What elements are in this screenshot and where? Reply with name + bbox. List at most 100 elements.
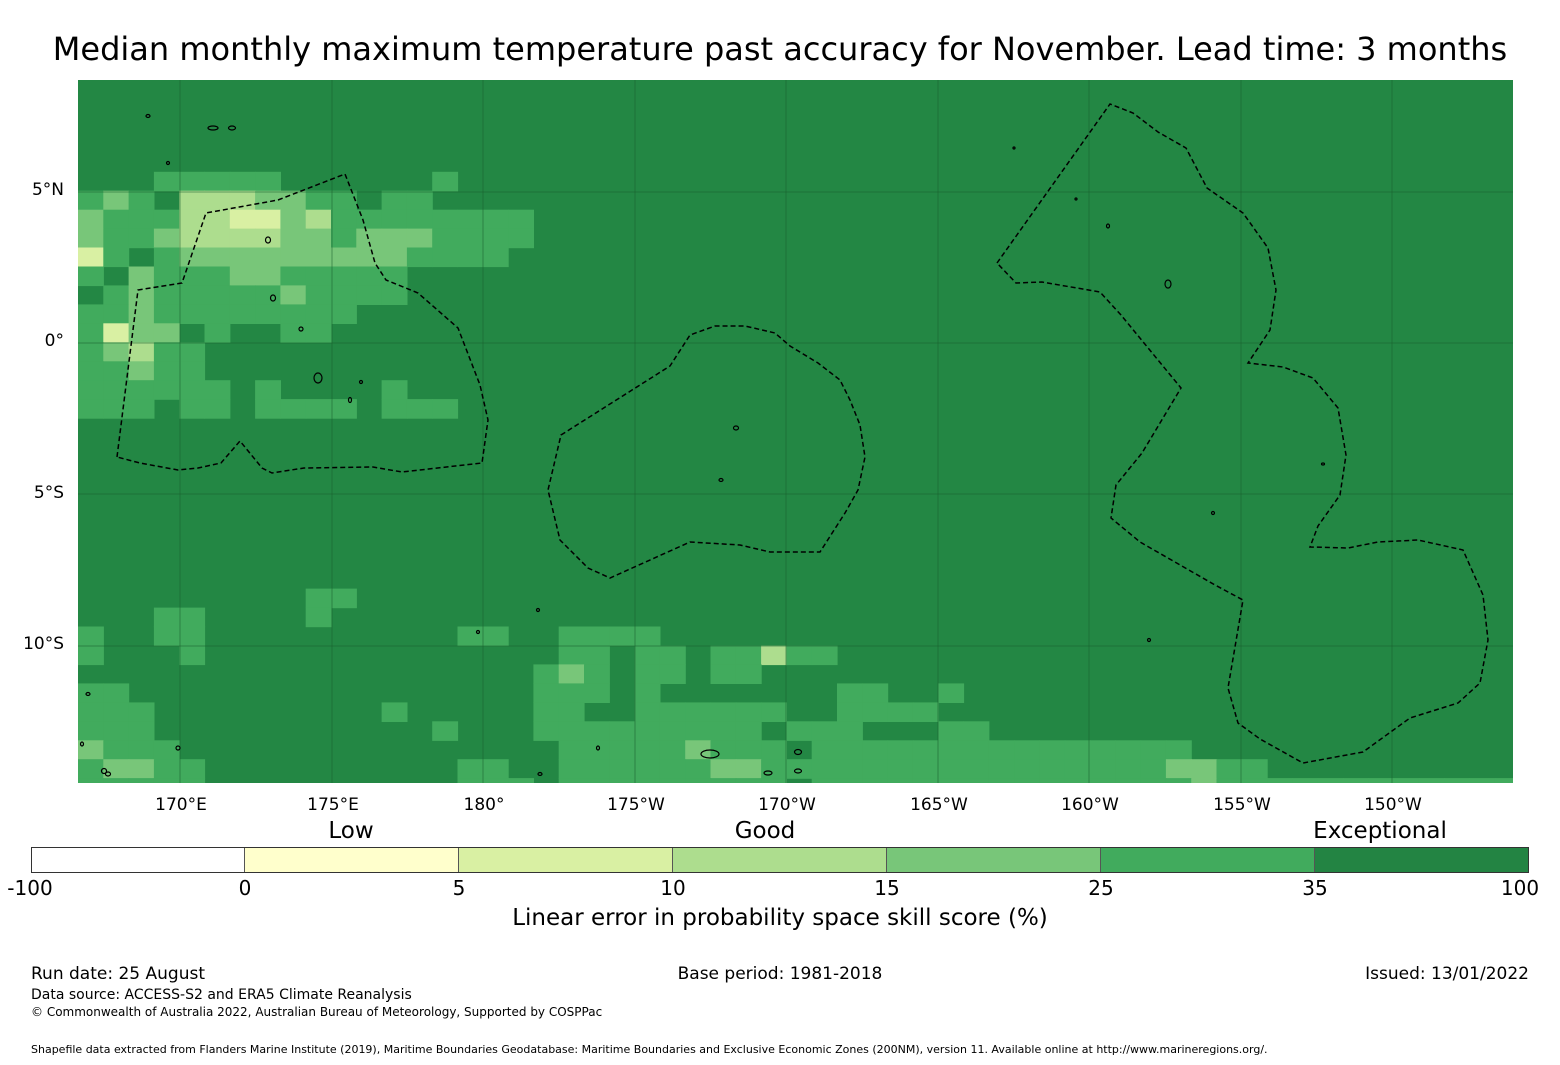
skill-cell (128, 778, 155, 783)
skill-cell (179, 778, 206, 783)
skill-cell (255, 171, 281, 192)
island-outline (718, 477, 724, 483)
skill-cell (128, 342, 155, 362)
skill-cell (1165, 740, 1192, 760)
skill-cell (305, 607, 332, 628)
skill-cell (1115, 759, 1142, 779)
island-outline (537, 771, 543, 777)
skill-cell (938, 778, 965, 783)
skill-cell (634, 702, 661, 722)
skill-cell (811, 721, 838, 741)
skill-cell (406, 247, 433, 268)
skill-cell (1343, 778, 1369, 783)
skill-cell (153, 380, 180, 400)
skill-cell (533, 664, 560, 684)
skill-cell (837, 721, 863, 741)
lon-label-165w: 165°W (910, 795, 968, 815)
skill-cell (685, 778, 712, 783)
skill-cell (128, 759, 155, 779)
skill-cell (103, 683, 130, 703)
island-outline (793, 748, 803, 756)
skill-cell (78, 721, 104, 741)
skill-cell (1494, 778, 1513, 783)
skill-cell (1014, 740, 1040, 760)
colorbar-segment-5-10 (459, 848, 673, 872)
island-outline (313, 372, 323, 384)
skill-cell (381, 190, 408, 211)
skill-cell (280, 285, 307, 305)
skill-cell (179, 342, 206, 362)
skill-cell (204, 380, 231, 400)
island-outline (475, 629, 481, 635)
skill-cell (584, 721, 610, 741)
skill-cell (204, 228, 231, 249)
island-outline (227, 125, 237, 131)
skill-cell (609, 778, 636, 783)
skill-cell (381, 702, 408, 722)
skill-cell (255, 380, 281, 400)
colorbar-tick-25: 25 (1088, 876, 1114, 900)
colorbar-segment-25-35 (1101, 848, 1315, 872)
skill-cell (1292, 778, 1319, 783)
skill-cell (735, 740, 762, 760)
skill-cell (179, 626, 206, 647)
skill-cell (457, 626, 484, 647)
skill-cell (609, 721, 636, 741)
eez-boundary-east (996, 103, 1489, 764)
skill-cell (659, 702, 686, 722)
skill-cells (78, 171, 1513, 783)
skill-cell (457, 778, 484, 783)
island-outline (1074, 197, 1078, 201)
island-outline (1012, 146, 1016, 150)
skill-cell (659, 721, 686, 741)
skill-cell (204, 323, 231, 343)
skill-cell (1039, 778, 1066, 783)
skill-cell (128, 266, 155, 287)
skill-cell (128, 740, 155, 760)
skill-cell (381, 228, 408, 249)
skill-cell (305, 228, 332, 249)
skill-cell (179, 247, 206, 268)
colorbar-segment-neg100-0 (32, 848, 245, 872)
skill-cell (128, 228, 155, 249)
skill-cell (533, 721, 560, 741)
shapefile-note: Shapefile data extracted from Flanders M… (31, 1043, 1268, 1056)
skill-cell (685, 721, 712, 741)
graticule (78, 80, 1513, 783)
skill-cell (406, 399, 433, 419)
run-date: Run date: 25 August (31, 964, 205, 984)
skill-cell (482, 759, 509, 779)
skill-cell (128, 702, 155, 722)
skill-cell (1317, 778, 1344, 783)
skill-cell (634, 645, 661, 666)
skill-cell (710, 721, 737, 741)
lon-label-160w: 160°W (1061, 795, 1119, 815)
eez-boundary-west (116, 173, 489, 474)
skill-cell (179, 361, 206, 381)
skill-cell (811, 759, 838, 779)
skill-cell (153, 323, 180, 343)
skill-cell (685, 702, 712, 722)
skill-cell (1064, 740, 1091, 760)
skill-cell (381, 399, 408, 419)
skill-cell (78, 683, 104, 703)
colorbar-tick-5: 5 (452, 876, 466, 900)
skill-cell (1267, 778, 1293, 783)
skill-cell (179, 266, 206, 287)
island-outline (175, 745, 181, 751)
skill-cell (128, 285, 155, 305)
skill-cell (179, 285, 206, 305)
island-outline (298, 326, 304, 332)
skill-cell (280, 304, 307, 324)
colorbar-tick-100: 100 (1500, 876, 1540, 900)
skill-cell (78, 323, 104, 343)
skill-cell (634, 721, 661, 741)
skill-cell (558, 702, 585, 722)
skill-cell (938, 759, 965, 779)
skill-cell (887, 702, 914, 722)
category-exceptional: Exceptional (1313, 818, 1447, 844)
skill-cell (305, 266, 332, 287)
skill-cell (659, 759, 686, 779)
skill-cell (356, 285, 383, 305)
skill-cell (229, 171, 256, 192)
